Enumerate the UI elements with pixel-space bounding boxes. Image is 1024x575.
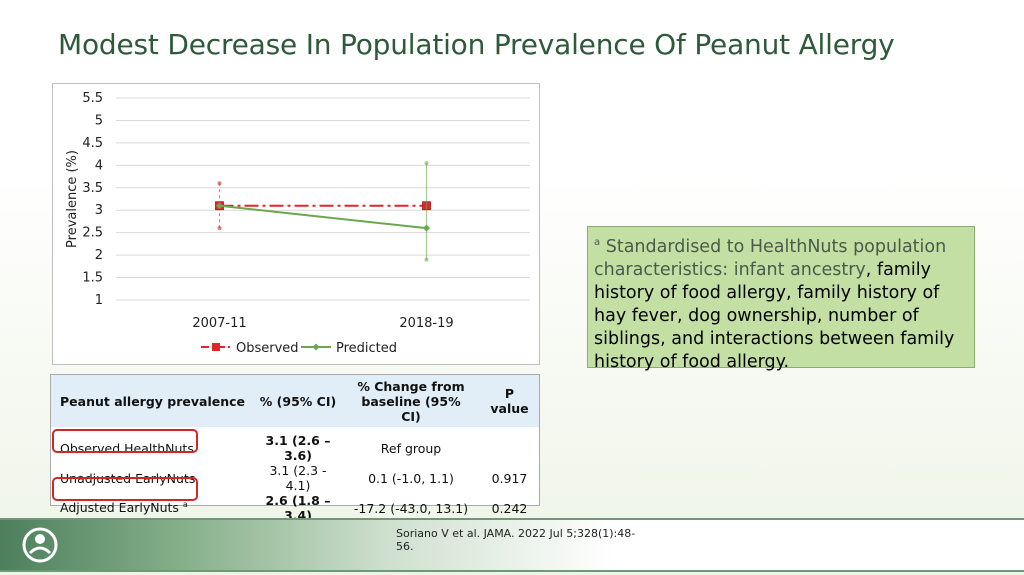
logo-icon [22,527,58,563]
y-tick-label: 2.5 [82,226,103,241]
data-point-predicted [216,202,223,210]
y-tick-label: 2 [95,248,103,263]
header-change: % Change from baseline (95% CI) [357,378,465,424]
footnote-grey-text: Standardised to HealthNuts population ch… [594,236,947,280]
x-tick-label: 2018-19 [399,316,453,331]
data-point-predicted [423,224,430,232]
citation: Soriano V et al. JAMA. 2022 Jul 5;328(1)… [396,527,636,553]
header-ci: % (95% CI) [259,393,337,409]
table-header-row: Peanut allergy prevalence % (95% CI) % C… [51,375,539,427]
series-line-predicted [219,204,427,230]
footer-line [0,570,1024,572]
error-cap [424,161,429,166]
header-prevalence: Peanut allergy prevalence [60,393,246,409]
error-cap [217,181,222,186]
y-tick-label: 3.5 [82,181,103,196]
legend-label: Observed [236,341,299,356]
y-tick-label: 3 [95,203,103,218]
y-axis-label: Prevalence (%) [65,150,80,248]
row-pvalue: 0.917 [491,470,528,486]
legend-marker [312,343,320,351]
y-tick-label: 1 [95,293,103,308]
chart-svg: 1 1.5 2 2.5 3 3.5 4 4.5 5 5.5 Prevalence (%) 2007-1… [65,91,530,356]
highlight-observed [52,429,198,453]
error-cap [424,257,429,262]
row-change: Ref group [380,440,442,456]
row-ci: 3.1 (2.3 - 4.1) [269,463,327,493]
legend-label: Predicted [336,341,397,356]
y-tick-label: 5 [95,113,103,128]
footnote-box: a Standardised to HealthNuts population … [587,226,975,372]
footnote-text: , family history of food allergy, family… [594,259,955,372]
y-tick-label: 1.5 [82,271,103,286]
row-change: -17.2 (-43.0, 13.1) [353,500,469,516]
row-ci: 3.1 (2.6 – 3.6) [265,433,331,463]
error-cap [217,226,222,231]
results-table: Peanut allergy prevalence % (95% CI) % C… [50,374,540,523]
footer-band [0,518,1024,572]
x-tick-label: 2007-11 [192,316,246,331]
row-pvalue [480,427,539,463]
y-tick-label: 4 [95,158,103,173]
y-tick-label: 5.5 [82,91,103,106]
highlight-adjusted [52,477,198,501]
legend-marker [212,343,220,351]
row-change: 0.1 (-1.0, 1.1) [368,470,454,486]
row-pvalue: 0.242 [491,500,528,516]
y-tick-label: 4.5 [82,136,103,151]
slide-title: Modest Decrease In Population Prevalence… [58,28,895,61]
chart: 1 1.5 2 2.5 3 3.5 4 4.5 5 5.5 Prevalence (%) 2007-1… [52,83,540,365]
header-pvalue: P value [490,386,529,416]
row-label: Adjusted EarlyNuts a [60,500,188,516]
footnote-marker: a [594,237,601,248]
